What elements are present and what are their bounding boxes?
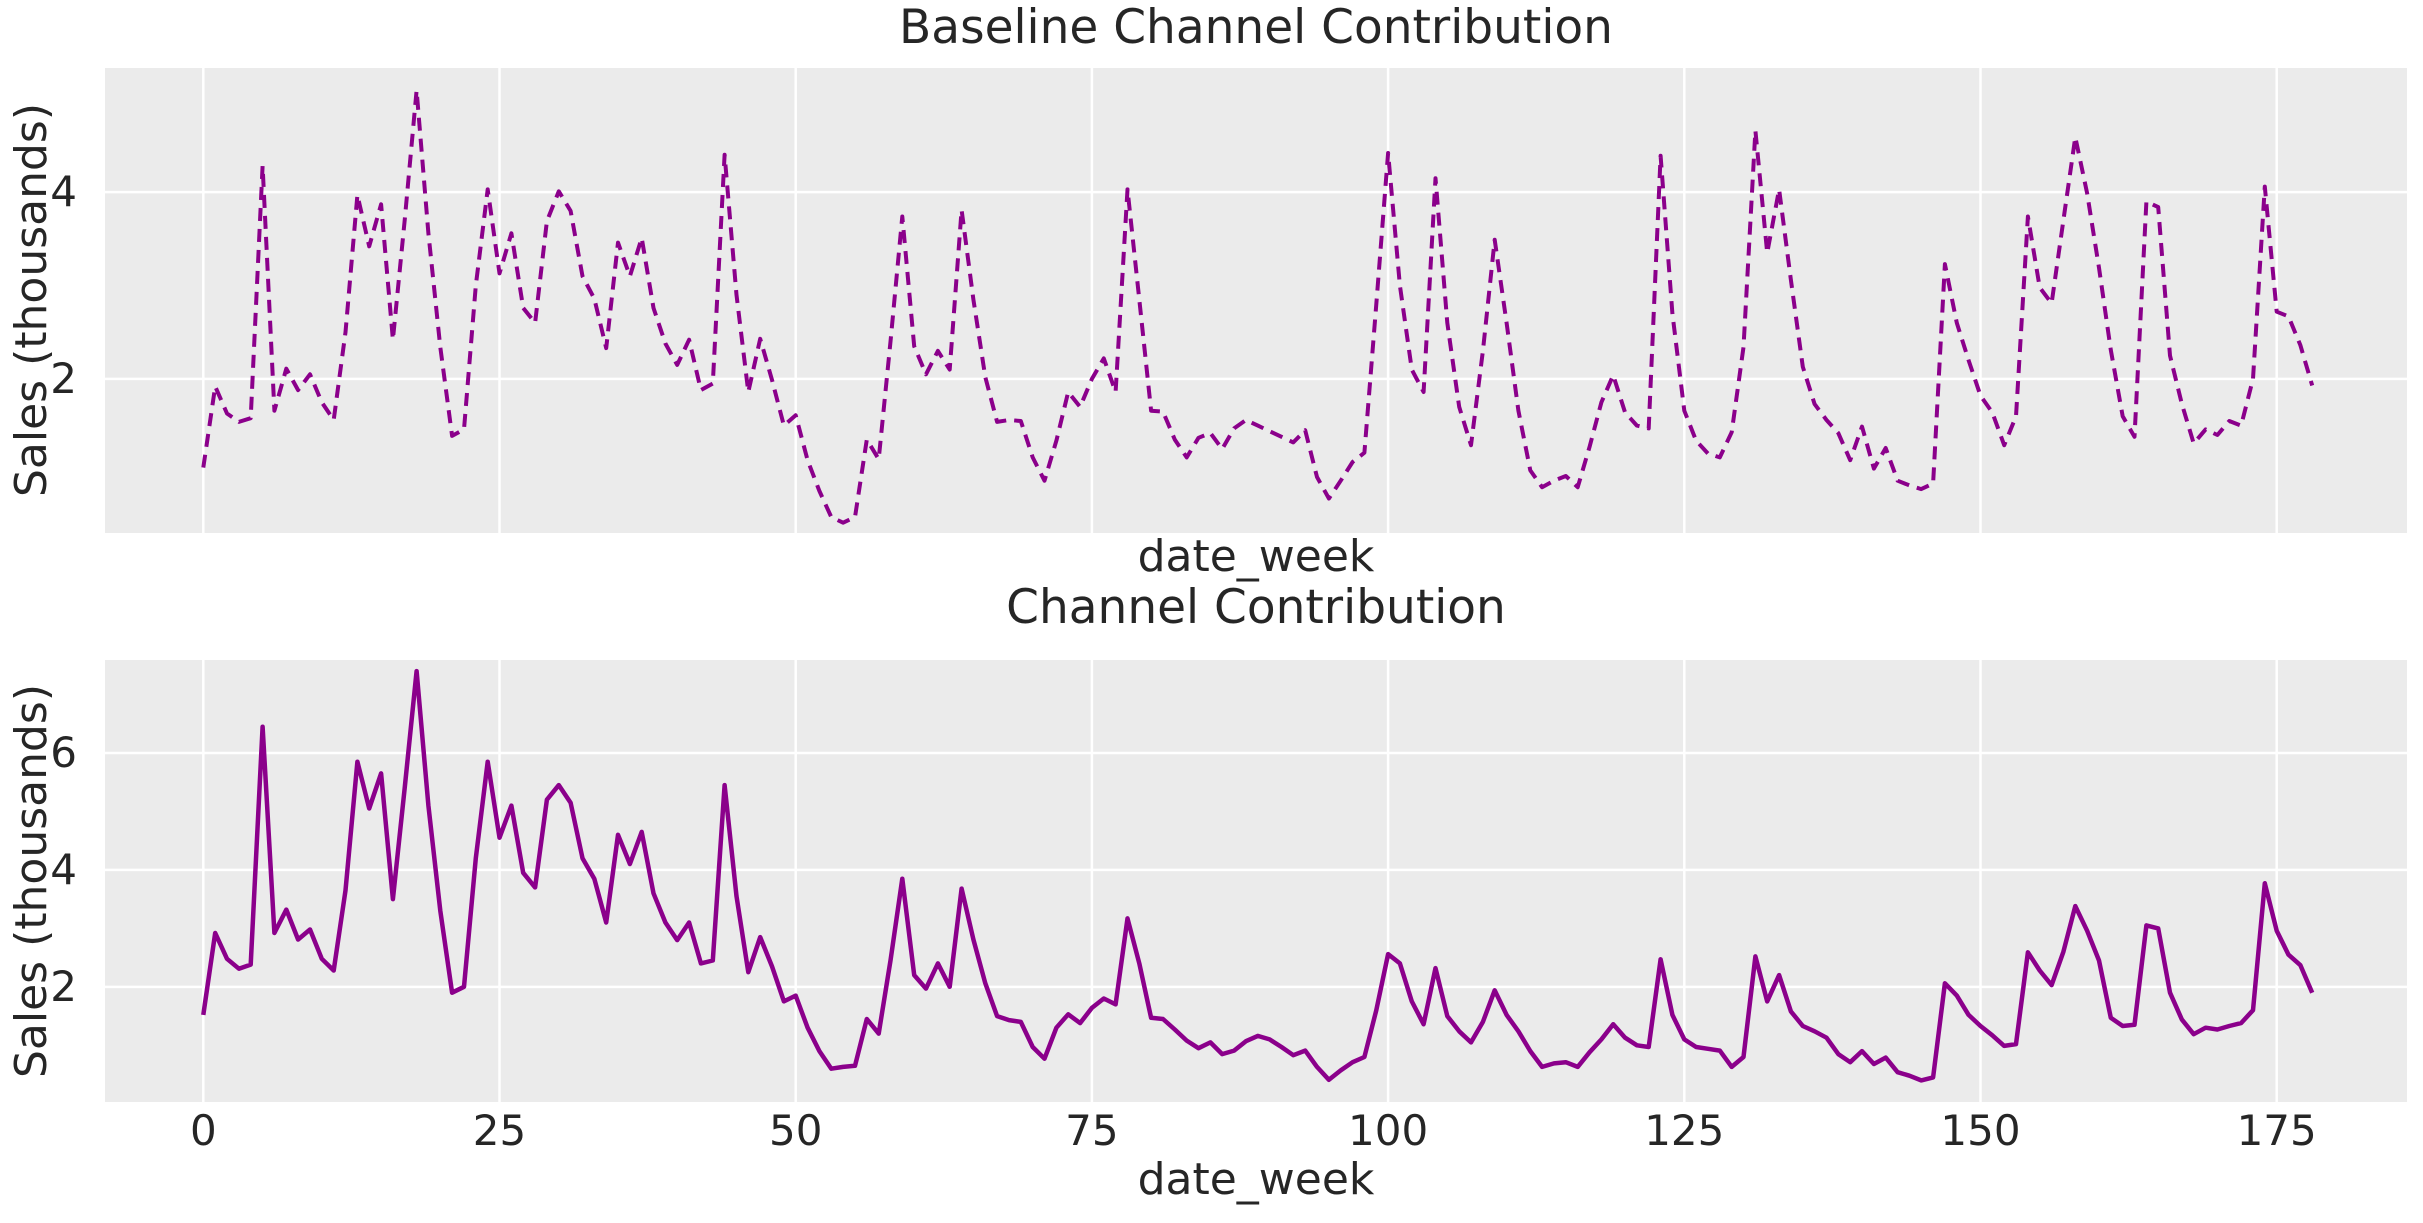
y-tick-label: 2: [50, 961, 77, 1011]
x-tick-label: 50: [768, 1106, 823, 1155]
chart-title-baseline: Baseline Channel Contribution: [899, 0, 1613, 55]
y-tick-labels: 2 4 6: [0, 660, 91, 1102]
x-axis-label: date_week: [1137, 531, 1375, 582]
gridlines: [105, 68, 2407, 533]
x-axis-label: date_week: [1137, 1154, 1375, 1205]
y-tick-label: 2: [50, 353, 77, 403]
y-tick-label: 6: [50, 727, 77, 777]
x-tick-label: 175: [2236, 1106, 2317, 1155]
x-tick-label: 75: [1065, 1106, 1119, 1155]
x-tick-label: 25: [472, 1106, 527, 1155]
channel-series-line: [201, 668, 2315, 1083]
x-tick-label: 125: [1644, 1106, 1725, 1155]
plot-area-baseline: [105, 68, 2407, 533]
x-tick-label: 100: [1348, 1106, 1429, 1155]
x-tick-label: 0: [189, 1106, 217, 1155]
x-tick-label: 150: [1940, 1106, 2021, 1155]
x-tick-labels: 0 25 50 75 100 125 150 175: [105, 1106, 2407, 1158]
y-tick-label: 4: [50, 844, 77, 894]
y-tick-label: 4: [50, 167, 77, 217]
chart-title-channel: Channel Contribution: [1006, 580, 1506, 635]
plot-area-channel: [105, 660, 2407, 1102]
baseline-series-line: [201, 88, 2315, 525]
